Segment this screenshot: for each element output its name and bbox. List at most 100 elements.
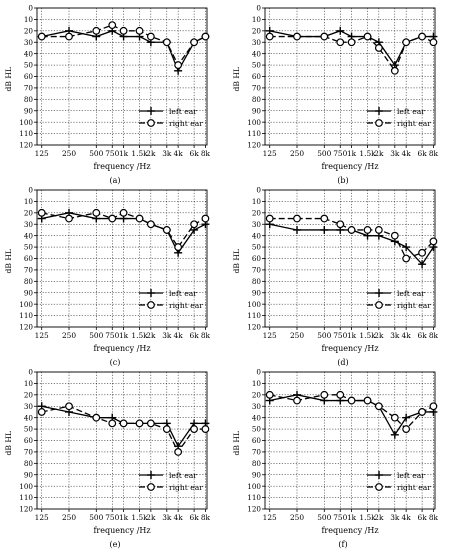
- right-ear-point: [320, 390, 329, 399]
- x-axis-label: frequency /Hz: [93, 526, 150, 535]
- x-tick-label: 6k: [418, 331, 428, 340]
- x-tick-label: 250: [62, 513, 76, 522]
- x-tick-label: 2k: [146, 513, 156, 522]
- x-axis-label: frequency /Hz: [93, 344, 150, 353]
- right-ear-point: [174, 61, 183, 69]
- x-tick-label: 8k: [201, 149, 211, 158]
- x-tick-label: 500: [89, 513, 103, 522]
- right-ear-point: [265, 390, 274, 399]
- right-ear-point: [135, 26, 144, 35]
- right-ear-point: [347, 396, 356, 405]
- x-tick-label: 3k: [162, 149, 172, 158]
- y-tick-label: 60: [252, 436, 262, 445]
- right-ear-point: [429, 38, 438, 47]
- y-tick-label: 50: [252, 425, 262, 434]
- x-tick-label: 1k: [119, 149, 129, 158]
- y-tick-label: 70: [252, 84, 262, 93]
- right-ear-point: [293, 214, 301, 223]
- right-ear-point: [374, 226, 383, 234]
- y-tick-label: 110: [247, 311, 261, 320]
- right-ear-point: [135, 214, 144, 223]
- y-tick-label: 120: [247, 505, 261, 514]
- x-tick-label: 1k: [347, 149, 357, 158]
- right-ear-point: [119, 419, 128, 428]
- x-tick-label: 8k: [429, 331, 439, 340]
- right-ear-point: [92, 413, 101, 422]
- y-tick-label: 90: [252, 470, 262, 479]
- y-tick-label: 120: [19, 505, 33, 514]
- y-axis-label: dB HL: [232, 249, 241, 274]
- x-tick-label: 2k: [146, 331, 156, 340]
- x-tick-label: 750: [105, 331, 119, 340]
- legend-label: right ear: [169, 301, 203, 310]
- right-ear-point: [265, 32, 274, 41]
- panel-label: (e): [110, 540, 121, 549]
- x-tick-label: 250: [62, 149, 76, 158]
- y-tick-label: 0: [256, 4, 261, 13]
- x-tick-label: 750: [105, 149, 119, 158]
- right-ear-point: [429, 237, 438, 246]
- y-axis-label: dB HL: [232, 431, 241, 456]
- right-ear-point: [363, 396, 372, 405]
- right-ear-point: [201, 214, 210, 223]
- x-tick-label: 750: [333, 331, 347, 340]
- y-tick-label: 80: [24, 277, 34, 286]
- y-tick-label: 100: [19, 482, 33, 491]
- x-tick-label: 250: [290, 331, 304, 340]
- right-ear-point: [146, 32, 155, 41]
- y-tick-label: 40: [24, 413, 34, 422]
- x-tick-label: 1k: [347, 331, 357, 340]
- y-tick-label: 120: [247, 141, 261, 150]
- x-tick-label: 6k: [418, 513, 428, 522]
- y-tick-label: 40: [252, 49, 262, 58]
- y-tick-label: 40: [252, 231, 262, 240]
- y-tick-label: 100: [247, 300, 261, 309]
- legend-label: right ear: [397, 301, 431, 310]
- x-tick-label: 4k: [174, 149, 184, 158]
- right-ear-point: [265, 214, 274, 223]
- y-tick-label: 110: [247, 129, 261, 138]
- x-tick-label: 1.5k: [359, 149, 376, 158]
- x-tick-label: 3k: [162, 513, 172, 522]
- legend-label: right ear: [169, 119, 203, 128]
- right-ear-point: [201, 32, 210, 41]
- right-ear-point: [320, 32, 329, 41]
- y-tick-label: 10: [24, 379, 34, 388]
- x-tick-label: 1.5k: [131, 513, 148, 522]
- right-ear-point: [402, 38, 411, 47]
- y-tick-label: 80: [24, 95, 34, 104]
- y-tick-label: 60: [252, 254, 262, 263]
- x-tick-label: 8k: [429, 513, 439, 522]
- right-ear-point: [363, 226, 372, 234]
- x-tick-label: 250: [290, 513, 304, 522]
- right-ear-point: [390, 66, 399, 75]
- x-axis-label: frequency /Hz: [321, 162, 378, 171]
- y-tick-label: 40: [24, 231, 34, 240]
- right-ear-point: [37, 208, 46, 217]
- y-axis-label: dB HL: [4, 249, 13, 274]
- y-tick-label: 90: [24, 288, 34, 297]
- right-ear-point: [402, 425, 411, 433]
- x-tick-label: 125: [35, 149, 49, 158]
- y-tick-label: 30: [252, 220, 262, 229]
- right-ear-point: [347, 226, 356, 234]
- right-ear-point: [347, 38, 356, 47]
- y-tick-label: 60: [24, 72, 34, 81]
- x-tick-label: 500: [317, 513, 331, 522]
- x-tick-label: 2k: [374, 513, 384, 522]
- x-tick-label: 8k: [429, 149, 439, 158]
- right-ear-point: [363, 32, 372, 41]
- y-tick-label: 20: [24, 26, 34, 35]
- x-axis-label: frequency /Hz: [93, 162, 150, 171]
- x-tick-label: 2k: [374, 149, 384, 158]
- right-ear-point: [174, 243, 183, 251]
- y-tick-label: 70: [24, 448, 34, 457]
- y-tick-label: 30: [24, 402, 34, 411]
- y-tick-label: 30: [252, 402, 262, 411]
- legend-label: left ear: [397, 289, 425, 298]
- y-axis-label: dB HL: [4, 431, 13, 456]
- x-tick-label: 6k: [190, 513, 200, 522]
